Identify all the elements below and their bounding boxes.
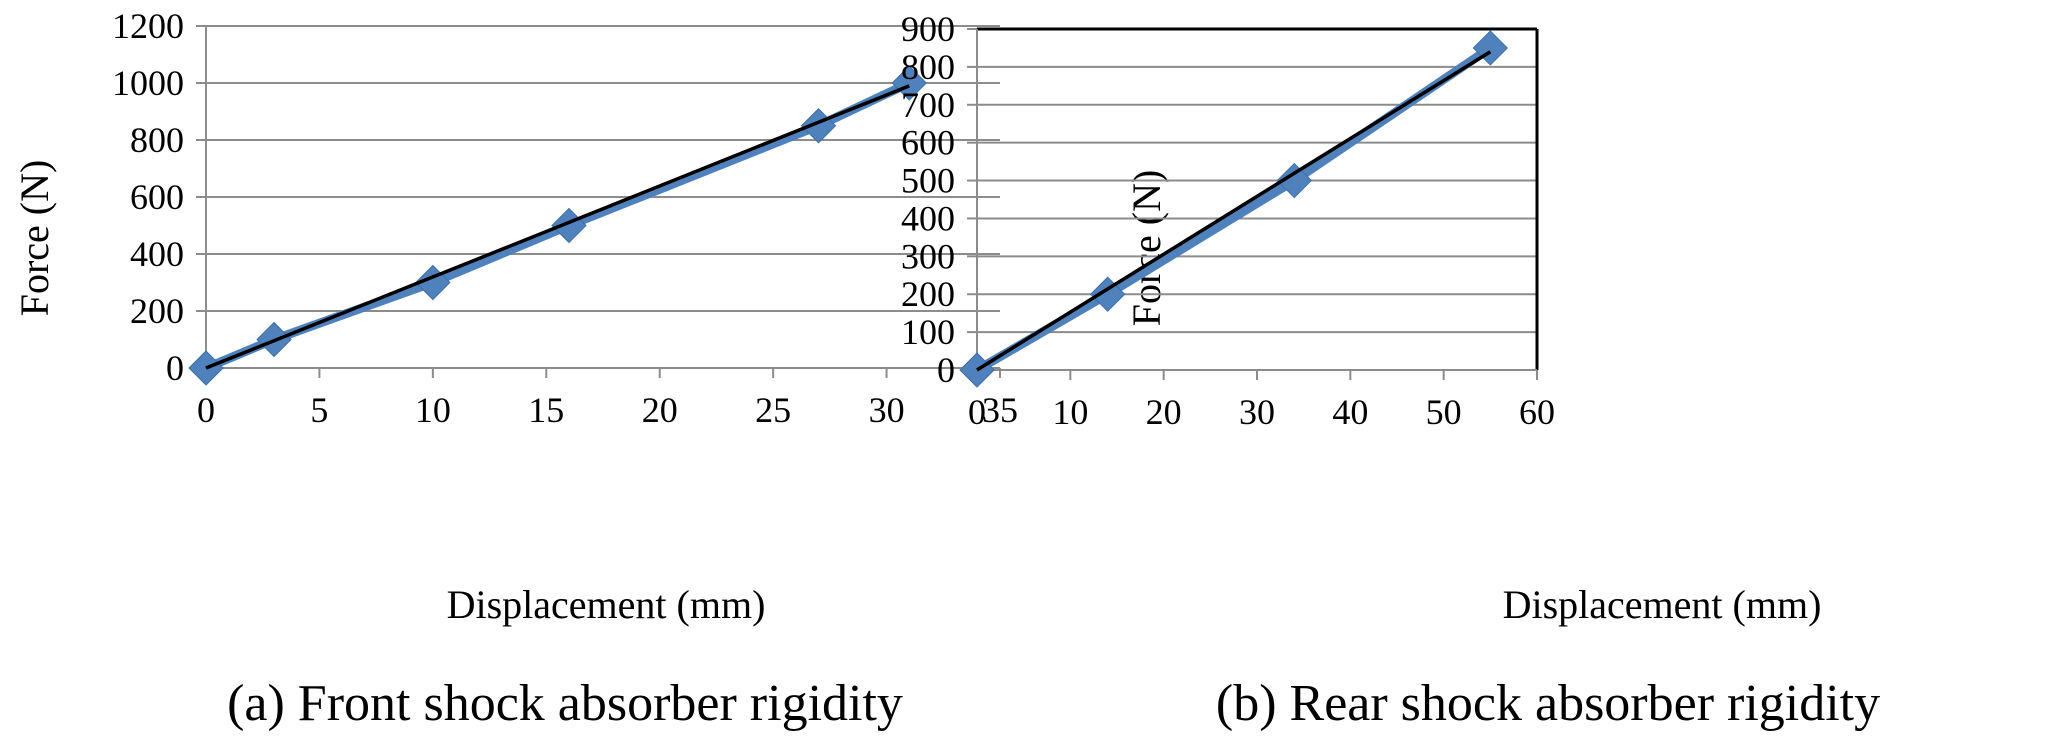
chart-a-x-tick-label: 10 <box>415 390 451 430</box>
chart-a-xlabel: Displacement (mm) <box>447 582 766 627</box>
chart-b-x-tick-label: 30 <box>1239 392 1275 432</box>
chart-a-y-tick-label: 1000 <box>112 63 184 103</box>
chart-a-y-tick-label: 200 <box>130 291 184 331</box>
chart-b-y-tick-label: 500 <box>901 161 955 201</box>
chart-b-x-tick-label: 60 <box>1519 392 1555 432</box>
chart-b-y-tick-label: 600 <box>901 123 955 163</box>
chart-b-x-tick-label: 0 <box>968 392 986 432</box>
chart-b-y-tick-label: 800 <box>901 47 955 87</box>
chart-b-y-tick-label: 700 <box>901 85 955 125</box>
chart-b-data-point <box>1276 162 1313 199</box>
chart-a-x-tick-label: 25 <box>755 390 791 430</box>
chart-b-trendline <box>976 50 1492 372</box>
chart-a-data-point <box>891 65 927 101</box>
chart-b-y-tick-label: 400 <box>901 198 955 238</box>
chart-a-trendline <box>205 84 910 370</box>
chart-a-caption: (a) Front shock absorber rigidity <box>227 675 903 732</box>
chart-rear-shock-absorber: Force (N) Displacement (mm) (b) Rear sho… <box>901 9 1880 732</box>
chart-b-y-tick-label: 0 <box>937 350 955 390</box>
chart-b-x-tick-label: 50 <box>1426 392 1462 432</box>
chart-a-x-tick-label: 20 <box>642 390 678 430</box>
chart-a-y-tick-label: 400 <box>130 234 184 274</box>
chart-b-y-tick-label: 900 <box>901 9 955 49</box>
chart-a-data-point <box>551 207 587 244</box>
chart-b-caption: (b) Rear shock absorber rigidity <box>1216 675 1880 732</box>
chart-b-xlabel: Displacement (mm) <box>1503 582 1822 627</box>
chart-a-y-tick-label: 800 <box>130 120 184 160</box>
chart-b-x-tick-label: 40 <box>1332 392 1368 432</box>
chart-b-x-tick-label: 20 <box>1146 392 1182 432</box>
chart-a-x-tick-label: 35 <box>982 390 1018 430</box>
chart-a-y-tick-label: 1200 <box>112 6 184 46</box>
chart-b-y-tick-label: 300 <box>901 236 955 276</box>
chart-a-x-tick-label: 15 <box>528 390 564 430</box>
chart-b-ylabel: Force (N) <box>1124 170 1169 327</box>
chart-a-y-tick-label: 0 <box>166 348 184 388</box>
chart-a-x-tick-label: 30 <box>869 390 905 430</box>
chart-b-y-tick-label: 100 <box>901 312 955 352</box>
chart-b-x-tick-label: 10 <box>1052 392 1088 432</box>
chart-a-y-tick-label: 600 <box>130 177 184 217</box>
chart-front-shock-absorber: Force (N) Displacement (mm) (a) Front sh… <box>12 6 1018 732</box>
chart-b-y-tick-label: 200 <box>901 274 955 314</box>
chart-a-ylabel: Force (N) <box>12 160 57 317</box>
chart-a-x-tick-label: 0 <box>197 390 215 430</box>
chart-a-x-tick-label: 5 <box>310 390 328 430</box>
